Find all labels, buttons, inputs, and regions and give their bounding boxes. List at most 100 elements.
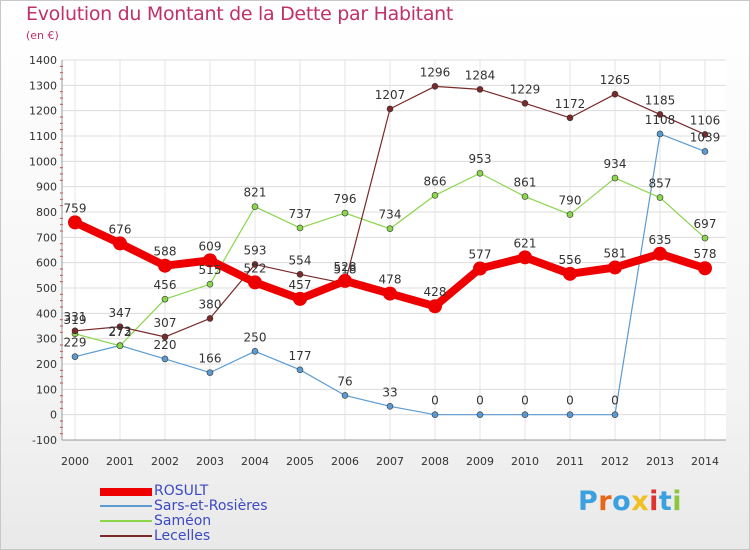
data-label-sam-on: 861 xyxy=(514,176,537,190)
data-label-rosult: 528 xyxy=(334,260,357,274)
proxiti-logo: Proxiti xyxy=(578,486,682,517)
data-label-lecelles: 1172 xyxy=(555,97,586,111)
data-label-lecelles: 1229 xyxy=(510,82,541,96)
legend-swatch-sars-et-rosieres xyxy=(100,505,152,507)
data-label-sars-et-rosi-res: 0 xyxy=(566,394,574,408)
x-tick-label: 2014 xyxy=(691,455,719,468)
data-label-rosult: 457 xyxy=(289,278,312,292)
data-label-sam-on: 515 xyxy=(199,263,222,277)
data-point-sars-et-rosi-res xyxy=(611,411,619,418)
data-label-rosult: 676 xyxy=(109,222,132,236)
data-label-sam-on: 737 xyxy=(289,207,312,221)
data-point-sam-on xyxy=(476,169,484,177)
data-label-rosult: 609 xyxy=(199,239,222,253)
y-tick-label: -100 xyxy=(32,434,57,447)
data-point-sam-on xyxy=(611,174,619,182)
data-point-rosult xyxy=(203,253,217,268)
data-label-sam-on: 456 xyxy=(154,278,177,292)
logo-letter: x xyxy=(631,486,650,517)
legend-label-lecelles: Lecelles xyxy=(154,528,211,544)
data-point-sars-et-rosi-res xyxy=(701,148,709,155)
data-point-sam-on xyxy=(656,194,664,201)
data-point-lecelles xyxy=(386,105,394,113)
data-point-sam-on xyxy=(566,211,574,218)
data-point-sam-on xyxy=(521,193,529,200)
data-label-rosult: 588 xyxy=(154,245,177,259)
data-label-lecelles: 380 xyxy=(199,297,222,311)
x-tick-label: 2007 xyxy=(376,455,404,468)
data-label-sars-et-rosi-res: 177 xyxy=(289,349,312,363)
data-label-sars-et-rosi-res: 0 xyxy=(611,394,619,408)
data-label-rosult: 522 xyxy=(244,261,267,275)
data-point-lecelles xyxy=(521,100,529,107)
legend: ROSULT Sars-et-Rosières Saméon Lecelles xyxy=(100,483,360,544)
data-label-lecelles: 331 xyxy=(64,310,87,324)
data-label-lecelles: 1265 xyxy=(600,73,631,87)
y-tick-label: 800 xyxy=(36,206,57,219)
data-point-rosult xyxy=(518,250,532,265)
data-point-lecelles xyxy=(656,111,664,118)
y-tick-label: 600 xyxy=(36,257,57,270)
x-tick-label: 2008 xyxy=(421,455,449,468)
data-label-sars-et-rosi-res: 0 xyxy=(521,394,529,408)
data-point-sam-on xyxy=(251,203,259,210)
data-label-sam-on: 734 xyxy=(379,208,402,222)
data-point-sam-on xyxy=(206,280,214,288)
y-tick-label: 400 xyxy=(36,307,57,320)
data-label-sars-et-rosi-res: 229 xyxy=(64,336,87,350)
data-label-sars-et-rosi-res: 0 xyxy=(431,394,439,408)
logo-letter: P xyxy=(578,486,599,517)
data-point-lecelles xyxy=(251,261,259,268)
data-label-sam-on: 821 xyxy=(244,186,267,200)
y-tick-label: 1400 xyxy=(29,54,57,67)
data-label-lecelles: 518 xyxy=(334,262,357,276)
legend-item-rosult: ROSULT xyxy=(100,483,360,499)
data-label-sars-et-rosi-res: 0 xyxy=(476,394,484,408)
data-point-sam-on xyxy=(701,234,709,242)
data-point-sars-et-rosi-res xyxy=(386,403,394,410)
legend-swatch-sameon xyxy=(100,520,152,522)
chart-subtitle: (en €) xyxy=(26,29,59,42)
y-tick-label: 1200 xyxy=(29,105,57,118)
data-point-rosult xyxy=(473,261,487,276)
data-label-lecelles: 593 xyxy=(244,243,267,257)
data-label-sars-et-rosi-res: 1039 xyxy=(690,130,721,144)
data-label-rosult: 428 xyxy=(424,285,447,299)
data-label-rosult: 556 xyxy=(559,253,582,267)
data-point-sam-on xyxy=(116,342,124,350)
data-label-sars-et-rosi-res: 166 xyxy=(199,352,222,366)
data-label-lecelles: 1296 xyxy=(420,65,451,79)
legend-item-lecelles: Lecelles xyxy=(100,528,360,544)
data-point-sars-et-rosi-res xyxy=(251,348,259,355)
data-point-sars-et-rosi-res xyxy=(161,355,169,363)
legend-label-rosult: ROSULT xyxy=(154,483,209,499)
data-label-lecelles: 1284 xyxy=(465,68,496,82)
data-label-sam-on: 697 xyxy=(694,217,717,231)
data-point-rosult xyxy=(653,246,667,261)
data-label-sars-et-rosi-res: 76 xyxy=(337,374,352,388)
x-tick-label: 2006 xyxy=(331,455,359,468)
data-label-sam-on: 857 xyxy=(649,177,672,191)
x-tick-label: 2011 xyxy=(556,455,584,468)
data-point-sam-on xyxy=(431,191,439,199)
data-label-lecelles: 307 xyxy=(154,316,177,330)
data-point-sars-et-rosi-res xyxy=(296,366,304,374)
y-tick-label: 0 xyxy=(50,409,57,422)
data-point-lecelles xyxy=(701,131,709,138)
data-point-sam-on xyxy=(341,209,349,217)
data-point-rosult xyxy=(158,258,172,273)
data-label-lecelles: 554 xyxy=(289,253,312,267)
y-tick-label: 1000 xyxy=(29,155,57,168)
data-point-rosult xyxy=(698,261,712,276)
x-tick-label: 2009 xyxy=(466,455,494,468)
data-point-sars-et-rosi-res xyxy=(71,353,79,360)
data-label-sam-on: 934 xyxy=(604,157,627,171)
data-point-rosult xyxy=(68,215,82,230)
data-label-rosult: 577 xyxy=(469,247,492,261)
x-tick-label: 2010 xyxy=(511,455,539,468)
data-point-rosult xyxy=(338,273,352,288)
data-label-sam-on: 319 xyxy=(64,313,87,327)
data-label-sars-et-rosi-res: 250 xyxy=(244,330,267,344)
data-point-sars-et-rosi-res xyxy=(476,411,484,418)
